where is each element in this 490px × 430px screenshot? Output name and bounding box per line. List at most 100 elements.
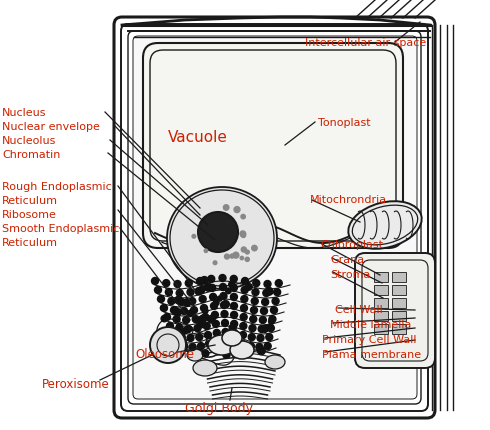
Circle shape (252, 246, 257, 251)
Circle shape (234, 207, 240, 212)
Circle shape (192, 234, 196, 238)
Text: Stroma: Stroma (330, 270, 370, 280)
Circle shape (189, 344, 196, 350)
Circle shape (274, 289, 281, 295)
Text: Primary Cell Wall: Primary Cell Wall (322, 335, 416, 345)
Circle shape (257, 335, 264, 341)
Circle shape (231, 311, 238, 318)
Circle shape (230, 293, 238, 301)
Circle shape (171, 307, 177, 313)
Circle shape (197, 343, 204, 350)
Circle shape (230, 275, 237, 283)
Circle shape (198, 212, 238, 252)
Circle shape (208, 275, 215, 283)
Circle shape (261, 307, 268, 314)
Circle shape (241, 295, 248, 302)
Circle shape (219, 274, 226, 282)
Text: Peroxisome: Peroxisome (42, 378, 110, 391)
Circle shape (249, 325, 256, 332)
Circle shape (245, 283, 252, 290)
Circle shape (200, 304, 207, 311)
Text: Ribosome: Ribosome (2, 210, 57, 220)
Circle shape (203, 322, 210, 329)
Circle shape (161, 305, 166, 310)
Circle shape (270, 307, 277, 313)
Circle shape (222, 329, 229, 335)
Text: Smooth Endoplasmic: Smooth Endoplasmic (2, 224, 120, 234)
Bar (392, 324, 406, 334)
Circle shape (213, 329, 220, 336)
Circle shape (161, 343, 168, 349)
Text: Intercellular air space: Intercellular air space (305, 38, 426, 48)
Circle shape (180, 329, 186, 335)
Ellipse shape (208, 335, 236, 355)
Circle shape (251, 298, 258, 304)
Circle shape (231, 338, 238, 345)
Circle shape (202, 313, 209, 320)
Bar (374, 311, 388, 321)
Circle shape (183, 299, 191, 306)
Circle shape (210, 293, 217, 301)
Circle shape (224, 254, 229, 259)
Circle shape (204, 283, 212, 291)
Circle shape (151, 277, 158, 285)
Circle shape (259, 316, 267, 323)
Circle shape (172, 341, 179, 347)
Circle shape (209, 284, 216, 292)
Circle shape (202, 308, 208, 313)
Circle shape (264, 343, 271, 350)
Text: Chloroplast: Chloroplast (320, 240, 383, 250)
Circle shape (269, 316, 276, 322)
Circle shape (176, 289, 183, 297)
Text: Nuclear envelope: Nuclear envelope (2, 122, 100, 132)
Circle shape (241, 233, 245, 237)
Circle shape (167, 322, 173, 329)
Circle shape (233, 252, 239, 258)
Text: Reticulum: Reticulum (2, 238, 58, 248)
Circle shape (183, 327, 189, 333)
Circle shape (178, 334, 185, 341)
Circle shape (180, 307, 188, 314)
Circle shape (253, 280, 260, 287)
Circle shape (161, 304, 168, 311)
Circle shape (256, 344, 263, 350)
Circle shape (272, 298, 279, 304)
Circle shape (200, 276, 208, 284)
Circle shape (150, 327, 186, 363)
Circle shape (222, 301, 229, 308)
Ellipse shape (230, 341, 254, 359)
Bar (374, 285, 388, 295)
Circle shape (164, 313, 171, 320)
Text: Nucleus: Nucleus (2, 108, 47, 118)
Circle shape (245, 250, 249, 254)
Text: Plama membrane: Plama membrane (322, 350, 421, 360)
Circle shape (250, 316, 257, 322)
Circle shape (258, 326, 265, 332)
Circle shape (241, 304, 247, 311)
Circle shape (223, 351, 230, 358)
Circle shape (232, 351, 238, 357)
Ellipse shape (187, 349, 203, 361)
Circle shape (247, 343, 254, 350)
Circle shape (211, 311, 219, 318)
Circle shape (248, 334, 255, 341)
Circle shape (175, 310, 181, 316)
Circle shape (265, 287, 273, 295)
Circle shape (240, 332, 246, 338)
Circle shape (181, 343, 188, 350)
Circle shape (221, 310, 228, 317)
Circle shape (258, 347, 265, 355)
Circle shape (240, 231, 245, 237)
Circle shape (154, 286, 162, 294)
Circle shape (241, 247, 246, 252)
FancyBboxPatch shape (133, 36, 417, 399)
Circle shape (175, 296, 182, 304)
Bar (392, 285, 406, 295)
Circle shape (198, 321, 205, 328)
Circle shape (163, 280, 170, 287)
Circle shape (221, 319, 228, 326)
Bar (392, 298, 406, 308)
Circle shape (250, 307, 258, 313)
Circle shape (165, 289, 172, 295)
Circle shape (204, 332, 212, 338)
